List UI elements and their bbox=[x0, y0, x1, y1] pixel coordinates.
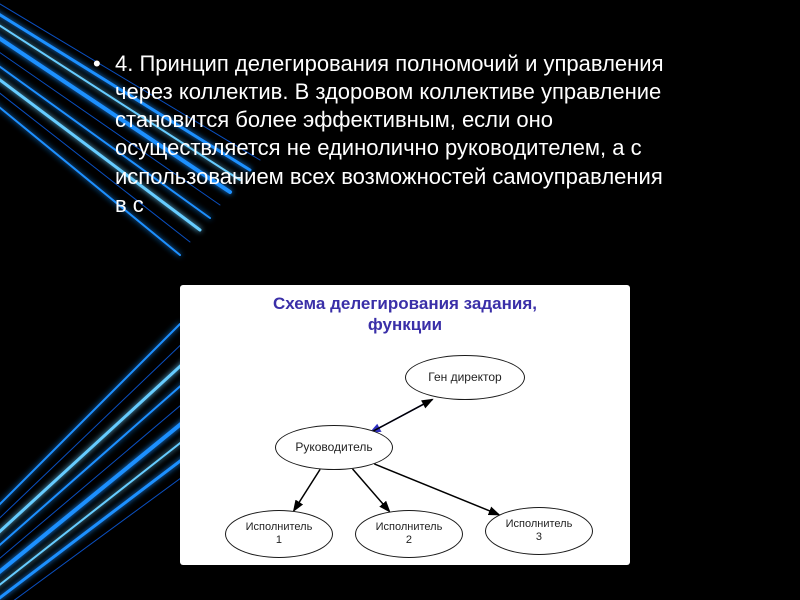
node-isp3: Исполнитель3 bbox=[485, 507, 593, 555]
node-ruk: Руководитель bbox=[275, 425, 393, 470]
slide: • 4. Принцип делегирования полномочий и … bbox=[0, 0, 800, 600]
node-isp2: Исполнитель2 bbox=[355, 510, 463, 558]
node-gen: Ген директор bbox=[405, 355, 525, 400]
bullet-marker: • bbox=[93, 50, 101, 78]
diagram-card: Схема делегирования задания, функции Ген… bbox=[180, 285, 630, 565]
body-text: 4. Принцип делегирования полномочий и уп… bbox=[115, 50, 675, 219]
node-isp1: Исполнитель1 bbox=[225, 510, 333, 558]
slide-content: • 4. Принцип делегирования полномочий и … bbox=[0, 0, 800, 600]
